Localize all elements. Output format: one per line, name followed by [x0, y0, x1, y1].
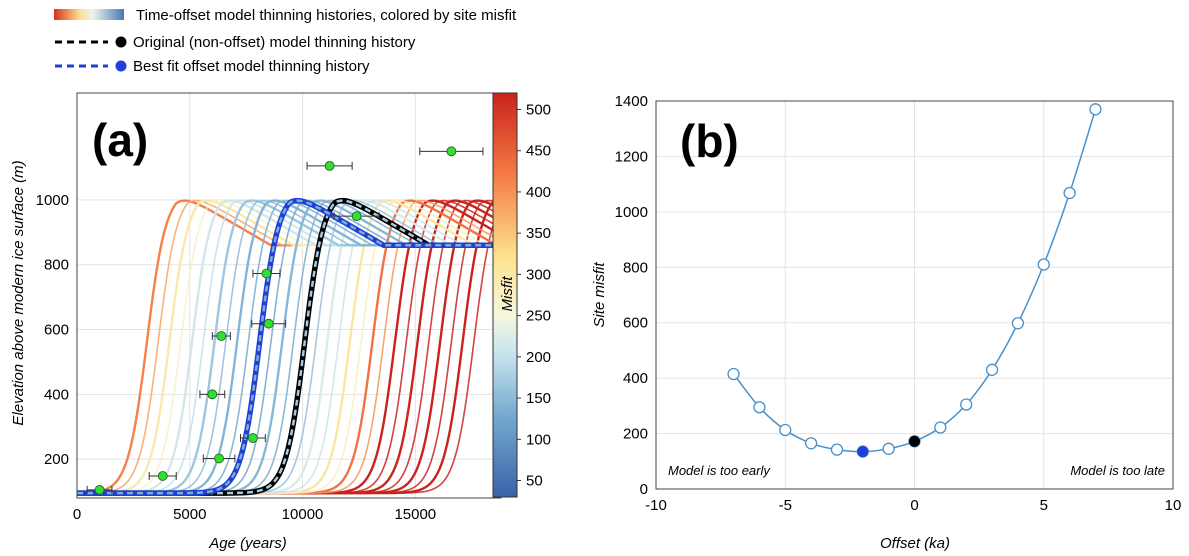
- misfit-point: [1011, 317, 1025, 330]
- panel-a-curves: [77, 197, 501, 496]
- panel-b-label: (b): [680, 115, 739, 167]
- annotation-too-early: Model is too early: [668, 463, 771, 478]
- y-tick-label: 600: [623, 315, 648, 332]
- sample-point: [263, 318, 274, 329]
- misfit-point: [985, 363, 999, 376]
- y-tick-label: 600: [44, 322, 69, 339]
- colorbar-gradient: [492, 92, 518, 498]
- panel-b-curve: [727, 103, 1102, 458]
- x-tick-label: -5: [779, 497, 792, 514]
- y-tick-label: 800: [44, 257, 69, 274]
- misfit-point: [960, 398, 973, 411]
- panel-a-xlabel: Age (years): [208, 535, 287, 552]
- x-tick-label: -10: [645, 497, 667, 514]
- legend-gradient-swatch: [54, 9, 124, 20]
- colorbar: 50 100 150 200 250 300 350 400 450 500 Misfit: [492, 92, 551, 498]
- sample-point: [207, 389, 218, 400]
- x-tick-label: 15000: [394, 506, 436, 523]
- y-tick-label: 1000: [615, 204, 648, 221]
- legend-original-marker: [115, 36, 127, 48]
- y-tick-label: 200: [623, 426, 648, 443]
- panel-a-label: (a): [92, 114, 148, 166]
- colorbar-tick-label: 500: [526, 101, 551, 118]
- misfit-point: [1063, 186, 1076, 200]
- colorbar-tick-label: 250: [526, 308, 551, 325]
- panel-b-frame: [655, 100, 1174, 490]
- panel-a: 0 5000 10000 15000 200 400 600 800 1000 (a) Age …: [10, 92, 502, 552]
- sample-point: [94, 484, 105, 495]
- misfit-point: [830, 443, 844, 456]
- colorbar-tick-label: 50: [526, 473, 543, 490]
- legend: Time-offset model thinning histories, co…: [54, 7, 517, 75]
- annotation-too-late: Model is too late: [1070, 463, 1165, 478]
- sample-point: [214, 453, 224, 464]
- y-tick-label: 400: [623, 370, 648, 387]
- sample-point: [261, 268, 272, 279]
- legend-item-offset-histories: Time-offset model thinning histories, co…: [136, 7, 517, 24]
- misfit-point: [1089, 103, 1102, 116]
- x-tick-label: 0: [73, 506, 81, 523]
- colorbar-tick-label: 100: [526, 431, 551, 448]
- misfit-point: [779, 423, 792, 437]
- colorbar-tick-label: 150: [526, 390, 551, 407]
- colorbar-label: Misfit: [499, 276, 516, 312]
- x-tick-label: 10: [1165, 497, 1182, 514]
- x-tick-label: 5: [1040, 497, 1048, 514]
- y-tick-label: 1000: [36, 192, 69, 209]
- sample-point: [351, 211, 362, 222]
- colorbar-tick-label: 350: [526, 225, 551, 242]
- sample-point: [216, 331, 227, 341]
- original-point: [909, 435, 920, 447]
- sample-point: [324, 160, 335, 171]
- misfit-point: [882, 442, 895, 455]
- y-tick-label: 800: [623, 259, 648, 276]
- y-tick-label: 1400: [615, 93, 648, 110]
- misfit-point: [1037, 258, 1050, 271]
- best-fit-point: [857, 446, 869, 458]
- x-tick-label: 0: [910, 497, 918, 514]
- panel-b-ylabel: Site misfit: [591, 262, 608, 328]
- legend-item-original: Original (non-offset) model thinning his…: [133, 34, 416, 51]
- x-tick-label: 10000: [282, 506, 324, 523]
- panel-b: -10 -5 0 5 10 0 200 400 600 800 1000 1200 1400 (b) M…: [591, 93, 1181, 552]
- misfit-point: [753, 401, 766, 414]
- panel-b-xlabel: Offset (ka): [880, 535, 950, 552]
- highlight-history-line: [77, 199, 501, 495]
- colorbar-tick-label: 400: [526, 184, 551, 201]
- x-tick-label: 5000: [173, 506, 206, 523]
- sample-point: [248, 433, 258, 443]
- colorbar-tick-label: 450: [526, 143, 551, 160]
- misfit-point: [804, 437, 818, 450]
- panel-a-ticks: 0 5000 10000 15000 200 400 600 800 1000: [36, 192, 437, 523]
- colorbar-tick-label: 300: [526, 266, 551, 283]
- y-tick-label: 400: [44, 386, 69, 403]
- colorbar-ticks: 50 100 150 200 250 300 350 400 450 500: [517, 101, 551, 490]
- colorbar-tick-label: 200: [526, 349, 551, 366]
- panel-a-samples: [86, 146, 484, 495]
- sample-point: [157, 471, 168, 481]
- panel-a-ylabel: Elevation above modern ice surface (m): [10, 160, 27, 425]
- panel-b-ticks: -10 -5 0 5 10 0 200 400 600 800 1000 1200 1400: [615, 93, 1182, 514]
- misfit-point: [727, 367, 740, 381]
- legend-bestfit-marker: [115, 60, 127, 72]
- y-tick-label: 200: [44, 451, 69, 468]
- misfit-point: [934, 421, 947, 434]
- y-tick-label: 0: [640, 481, 648, 498]
- y-tick-label: 1200: [615, 148, 648, 165]
- legend-item-bestfit: Best fit offset model thinning history: [133, 58, 370, 75]
- sample-point: [446, 146, 457, 157]
